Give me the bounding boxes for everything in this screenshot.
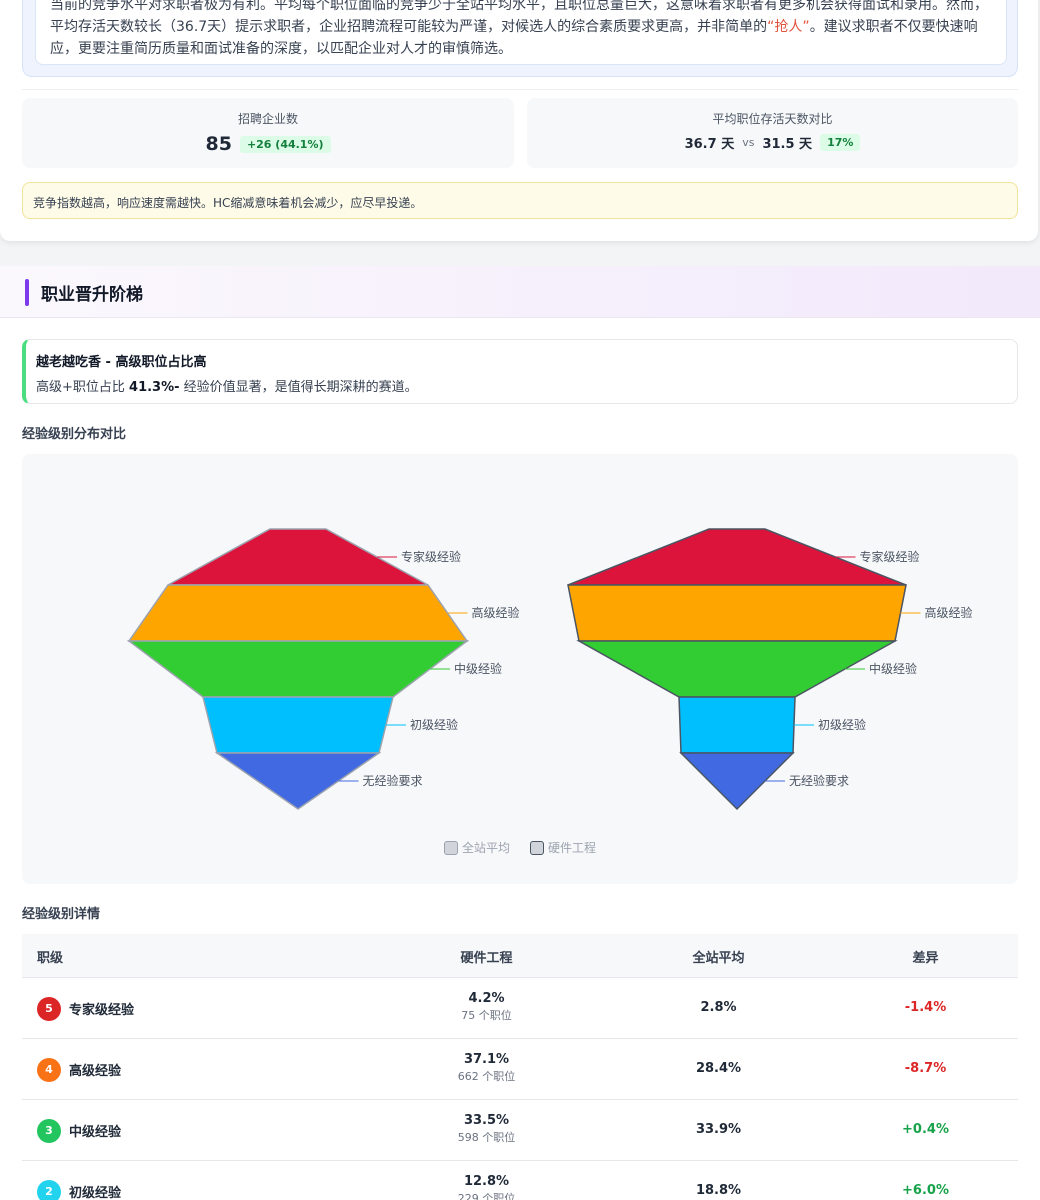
insight-suffix: 经验价值显著，是值得长期深耕的赛道。: [179, 380, 418, 395]
section-accent-bar: [25, 279, 29, 306]
header-hardware: 硬件工程: [460, 951, 513, 966]
table-row: 2 初级经验 12.8% 229 个职位 18.8% +6.0%: [22, 1161, 1018, 1200]
stat-days-vs: vs: [742, 136, 755, 149]
row-difference: +0.4%: [902, 1122, 949, 1137]
funnel-label-2: 中级经验: [869, 661, 917, 676]
insight-value: 41.3%-: [129, 380, 180, 395]
row-difference: +6.0%: [902, 1183, 949, 1198]
row-site-average: 18.8%: [695, 1183, 742, 1198]
row-site-average: 2.8%: [700, 1000, 737, 1015]
funnel-label-3: 初级经验: [410, 717, 458, 732]
career-ladder-card: 职业晋升阶梯 越老越吃香 - 高级职位占比高 高级+职位占比 41.3%- 经验…: [0, 266, 1040, 1200]
funnel-segment-hardware-3[interactable]: [678, 696, 796, 754]
insight-box: 越老越吃香 - 高级职位占比高 高级+职位占比 41.3%- 经验价值显著，是值…: [22, 339, 1018, 404]
rank-badge: 2: [37, 1179, 61, 1200]
analysis-text-end: 。建议求职者不仅要快速响应，更要注重简历质量和面试准备的深度，以匹配企业对人才的…: [50, 19, 978, 57]
legend-label-hardware: 硬件工程: [548, 841, 597, 855]
row-level-cell: 4 高级经验: [37, 1039, 121, 1100]
row-hardware-count: 662 个职位: [457, 1070, 516, 1083]
section-header: 职业晋升阶梯: [0, 266, 1040, 318]
funnel-label-3: 初级经验: [818, 717, 866, 732]
stat-days-label: 平均职位存活天数对比: [712, 112, 833, 126]
row-level-cell: 3 中级经验: [37, 1100, 121, 1161]
insight-text: 高级+职位占比 41.3%- 经验价值显著，是值得长期深耕的赛道。: [36, 376, 1007, 395]
row-hardware-pct: 33.5%: [463, 1113, 510, 1128]
legend-item-hardware[interactable]: 硬件工程: [530, 839, 596, 856]
stat-days: 平均职位存活天数对比 36.7 天 vs 31.5 天 17%: [527, 98, 1018, 168]
stat-companies-change-badge: +26 (44.1%): [239, 135, 331, 153]
row-level-cell: 5 专家级经验: [37, 978, 134, 1039]
funnel-label-1: 高级经验: [472, 605, 520, 620]
row-hardware-pct: 4.2%: [468, 991, 505, 1006]
row-site-average: 33.9%: [695, 1122, 742, 1137]
row-hardware-pct: 12.8%: [463, 1174, 510, 1189]
funnel-label-4: 无经验要求: [363, 773, 423, 788]
legend-swatch-hardware: [530, 840, 544, 855]
row-level-cell: 2 初级经验: [37, 1161, 121, 1200]
competition-card: 当前的竞争水平对求职者极为有利。平均每个职位面临的竞争少于全站平均水平，且职位总…: [0, 0, 1038, 241]
competition-analysis-box: 当前的竞争水平对求职者极为有利。平均每个职位面临的竞争少于全站平均水平，且职位总…: [22, 0, 1018, 77]
competition-tip: 竞争指数越高，响应速度需越快。HC缩减意味着机会减少，应尽早投递。: [22, 182, 1018, 219]
funnel-segment-site-average-3[interactable]: [202, 696, 394, 754]
analysis-text-start: 当前的竞争水平对求职者极为有利。平均每个职位面临的竞争少于全站平均水平，且职位总…: [50, 0, 988, 35]
competition-analysis-text: 当前的竞争水平对求职者极为有利。平均每个职位面临的竞争少于全站平均水平，且职位总…: [35, 0, 1007, 65]
funnel-chart: 专家级经验高级经验中级经验初级经验无经验要求 专家级经验高级经验中级经验初级经验无…: [22, 454, 1018, 884]
row-site-average: 28.4%: [695, 1061, 742, 1076]
table-row: 3 中级经验 33.5% 598 个职位 33.9% +0.4%: [22, 1100, 1018, 1161]
row-level-label: 中级经验: [69, 1125, 122, 1140]
table-title: 经验级别详情: [22, 907, 101, 922]
row-hardware-cell: 33.5% 598 个职位: [438, 1113, 535, 1145]
legend-label-site-average: 全站平均: [462, 841, 511, 855]
funnel-label-0: 专家级经验: [401, 549, 461, 564]
header-level: 职级: [37, 951, 64, 966]
insight-title: 越老越吃香 - 高级职位占比高: [36, 355, 207, 370]
analysis-highlight: “抢人”: [767, 19, 810, 35]
funnel-label-0: 专家级经验: [860, 549, 920, 564]
row-level-label: 初级经验: [69, 1186, 122, 1200]
header-site-average: 全站平均: [692, 951, 745, 966]
row-hardware-cell: 37.1% 662 个职位: [438, 1052, 535, 1084]
funnel-label-1: 高级经验: [925, 605, 973, 620]
rank-badge: 3: [37, 1118, 61, 1143]
stat-companies-value: 85: [205, 133, 232, 155]
table-header: 职级 硬件工程 全站平均 差异: [22, 934, 1018, 978]
row-level-label: 高级经验: [69, 1064, 122, 1079]
rank-badge: 4: [37, 1057, 61, 1082]
row-hardware-cell: 12.8% 229 个职位: [438, 1174, 535, 1200]
divider: [22, 89, 1018, 90]
row-hardware-count: 598 个职位: [457, 1131, 516, 1144]
stat-days-value: 36.7 天: [684, 137, 735, 152]
rank-badge: 5: [37, 996, 61, 1021]
chart-title: 经验级别分布对比: [22, 427, 127, 442]
legend-item-site-average[interactable]: 全站平均: [444, 839, 510, 856]
funnel-segment-site-average-2[interactable]: [126, 640, 470, 698]
funnel-label-4: 无经验要求: [789, 773, 849, 788]
row-hardware-count: 75 个职位: [461, 1009, 512, 1022]
stat-companies: 招聘企业数 85 +26 (44.1%): [22, 98, 514, 168]
stat-companies-label: 招聘企业数: [237, 112, 298, 126]
row-hardware-cell: 4.2% 75 个职位: [438, 991, 535, 1023]
table-row: 5 专家级经验 4.2% 75 个职位 2.8% -1.4%: [22, 978, 1018, 1039]
experience-table: 职级 硬件工程 全站平均 差异 5 专家级经验 4.2% 75 个职位 2.8% -1.4…: [22, 934, 1018, 1200]
legend-swatch-site-average: [444, 840, 458, 855]
row-hardware-pct: 37.1%: [463, 1052, 510, 1067]
header-difference: 差异: [912, 951, 939, 966]
row-level-label: 专家级经验: [69, 1003, 135, 1018]
row-hardware-count: 229 个职位: [457, 1192, 516, 1200]
table-row: 4 高级经验 37.1% 662 个职位 28.4% -8.7%: [22, 1039, 1018, 1100]
row-difference: -8.7%: [904, 1061, 947, 1076]
section-title: 职业晋升阶梯: [41, 285, 143, 305]
funnel-segment-site-average-1[interactable]: [127, 584, 469, 642]
stat-days-compare: 31.5 天: [762, 137, 813, 152]
insight-prefix: 高级+职位占比: [36, 380, 130, 395]
funnel-segment-hardware-1[interactable]: [567, 584, 907, 642]
stat-days-change-badge: 17%: [820, 134, 861, 151]
table-body: 5 专家级经验 4.2% 75 个职位 2.8% -1.4% 4 高级经验 37.1% 662 个…: [22, 978, 1018, 1200]
row-difference: -1.4%: [904, 1000, 947, 1015]
funnel-label-2: 中级经验: [454, 661, 502, 676]
